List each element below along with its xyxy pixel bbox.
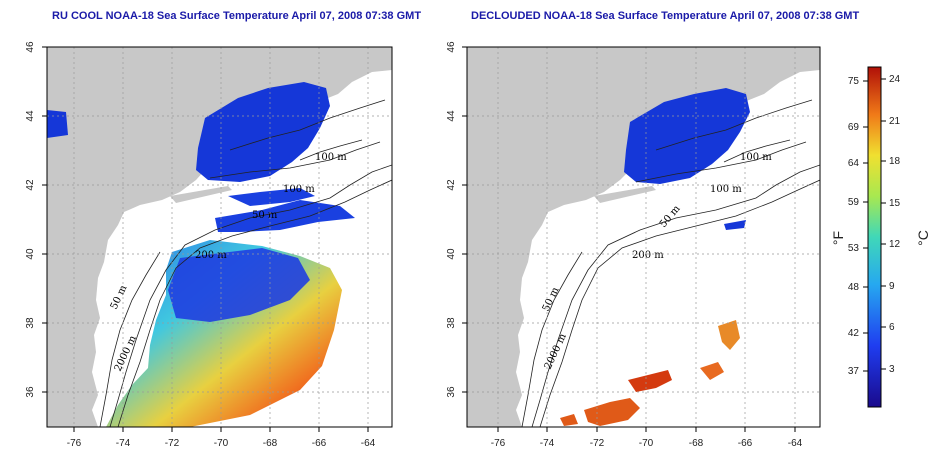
- cold-water-patch: [196, 82, 330, 182]
- lon-tick-label: -72: [165, 438, 180, 449]
- contour-label: 200 m: [195, 250, 227, 261]
- lon-tick-label: -64: [788, 438, 803, 449]
- land-mass: [467, 47, 820, 427]
- left-map-panel: 100 m 100 m 50 m 200 m 50 m 2000 m: [25, 41, 393, 449]
- fahrenheit-tick-label: 69: [848, 122, 860, 133]
- contour-label: 100 m: [283, 184, 315, 195]
- fahrenheit-tick-label: 75: [848, 76, 860, 87]
- fahrenheit-tick-label: 59: [848, 197, 860, 208]
- celsius-tick-label: 3: [889, 364, 895, 375]
- cold-water-patch: [624, 88, 750, 184]
- lon-tick-label: -72: [590, 438, 605, 449]
- celsius-tick-label: 24: [889, 74, 901, 85]
- left-panel-title: RU COOL NOAA-18 Sea Surface Temperature …: [52, 10, 422, 22]
- warm-water-patch: [628, 370, 672, 392]
- lat-tick-label: 38: [446, 317, 457, 329]
- celsius-unit-label: °C: [915, 230, 931, 246]
- grid-lines: [467, 47, 820, 427]
- temperature-colorbar: 75 69 64 59 53 48 42 37 24 21 18 15 12 9…: [830, 66, 931, 408]
- lon-tick-label: -66: [312, 438, 327, 449]
- lat-tick-label: 42: [25, 179, 36, 191]
- contour-label: 100 m: [710, 184, 742, 195]
- contour-label: 200 m: [632, 250, 664, 261]
- lon-tick-label: -70: [639, 438, 654, 449]
- lat-tick-label: 46: [446, 41, 457, 53]
- lon-tick-label: -76: [67, 438, 82, 449]
- fahrenheit-tick-label: 42: [848, 328, 860, 339]
- lat-tick-label: 40: [446, 248, 457, 260]
- celsius-tick-label: 6: [889, 322, 895, 333]
- land-mass: [47, 47, 392, 427]
- celsius-tick-label: 9: [889, 281, 895, 292]
- fahrenheit-tick-label: 64: [848, 158, 860, 169]
- grid-lines: [47, 47, 392, 427]
- lon-tick-label: -66: [738, 438, 753, 449]
- lon-tick-label: -74: [116, 438, 131, 449]
- lat-tick-label: 46: [25, 41, 36, 53]
- celsius-tick-label: 15: [889, 198, 901, 209]
- right-map-panel: 100 m 100 m 50 m 200 m 50 m 2000 m: [446, 41, 821, 449]
- lat-tick-label: 36: [25, 386, 36, 398]
- lat-tick-label: 38: [25, 317, 36, 329]
- fahrenheit-unit-label: °F: [830, 231, 846, 245]
- lat-tick-label: 36: [446, 386, 457, 398]
- right-panel-title: DECLOUDED NOAA-18 Sea Surface Temperatur…: [471, 10, 860, 22]
- fahrenheit-tick-label: 48: [848, 282, 860, 293]
- celsius-tick-label: 12: [889, 239, 901, 250]
- contour-label: 50 m: [252, 210, 278, 221]
- fahrenheit-tick-label: 37: [848, 366, 860, 377]
- lat-tick-label: 44: [25, 110, 36, 122]
- lon-tick-label: -64: [361, 438, 376, 449]
- celsius-tick-label: 18: [889, 156, 901, 167]
- lon-tick-label: -76: [491, 438, 506, 449]
- lat-tick-label: 40: [25, 248, 36, 260]
- lon-tick-label: -70: [214, 438, 229, 449]
- lon-tick-label: -74: [540, 438, 555, 449]
- celsius-tick-label: 21: [889, 116, 901, 127]
- contour-label: 100 m: [315, 152, 347, 163]
- lon-tick-label: -68: [689, 438, 704, 449]
- lon-tick-label: -68: [263, 438, 278, 449]
- contour-label: 100 m: [740, 152, 772, 163]
- lat-tick-label: 42: [446, 179, 457, 191]
- fahrenheit-tick-label: 53: [848, 243, 860, 254]
- lat-tick-label: 44: [446, 110, 457, 122]
